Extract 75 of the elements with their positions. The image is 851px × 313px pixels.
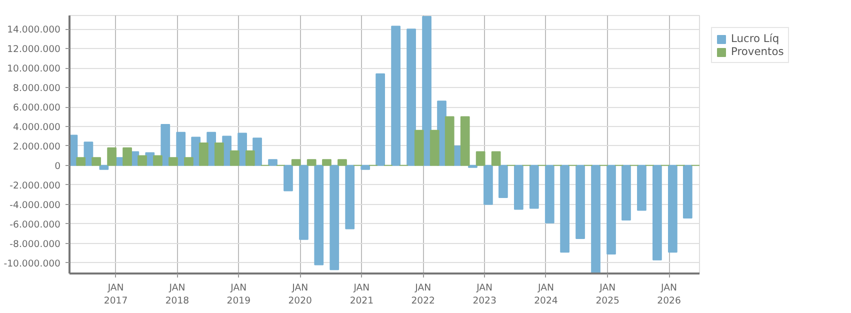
bar — [268, 159, 278, 166]
y-tick-label: 10.000.000 — [7, 64, 61, 75]
bar — [176, 132, 186, 166]
bar — [306, 159, 316, 166]
bar — [514, 164, 524, 210]
y-tick-label: -2.000.000 — [10, 180, 61, 192]
bar — [245, 150, 255, 166]
bar — [99, 164, 109, 170]
bar — [668, 164, 678, 253]
bar — [406, 28, 416, 166]
x-tick-label: JAN 2024 — [534, 282, 558, 307]
bar — [576, 164, 585, 239]
bar — [460, 116, 470, 166]
bar — [560, 164, 570, 253]
x-tick-label: JAN 2019 — [226, 282, 251, 307]
bar — [498, 164, 508, 198]
y-tick-label: -6.000.000 — [10, 219, 61, 230]
bar — [430, 130, 440, 166]
x-tick-label: JAN 2026 — [657, 282, 681, 307]
legend-label: Proventos — [731, 45, 784, 58]
bar — [360, 164, 370, 170]
x-tick-label: JAN 2025 — [596, 282, 620, 307]
x-tick-label: JAN 2023 — [472, 282, 496, 307]
bar — [391, 26, 400, 166]
y-tick-label: 4.000.000 — [13, 122, 61, 133]
bar — [330, 164, 340, 270]
bar — [230, 150, 240, 166]
bar — [184, 157, 194, 166]
bar — [122, 147, 132, 166]
bar — [376, 73, 385, 166]
y-tick-label: -8.000.000 — [10, 238, 61, 250]
bar — [529, 164, 539, 209]
bar — [606, 164, 616, 255]
bar — [622, 164, 631, 220]
bar — [591, 164, 600, 274]
bar — [199, 142, 208, 166]
bar — [168, 157, 178, 166]
bar — [299, 164, 308, 240]
legend-label: Lucro Líq — [731, 32, 780, 45]
y-tick-label: 14.000.000 — [7, 24, 61, 36]
bar — [637, 164, 646, 211]
x-tick-label: JAN 2017 — [104, 282, 128, 307]
x-tick-label: JAN 2020 — [288, 282, 312, 307]
bar — [544, 164, 554, 224]
bar — [160, 124, 170, 166]
bar — [214, 142, 224, 166]
bar — [284, 164, 293, 192]
y-tick-label: -4.000.000 — [10, 200, 61, 211]
bar — [107, 147, 116, 166]
bar — [153, 155, 162, 166]
bar — [414, 130, 424, 166]
y-tick-label: 2.000.000 — [13, 141, 61, 152]
bar — [92, 157, 101, 166]
bar — [476, 151, 486, 166]
bar — [76, 157, 86, 166]
y-tick-label: 0 — [54, 160, 61, 172]
x-tick-label: JAN 2021 — [350, 282, 374, 307]
bar — [682, 164, 692, 219]
bar — [652, 164, 662, 260]
bar — [345, 164, 355, 230]
bar — [138, 155, 147, 166]
bar — [291, 159, 301, 166]
y-tick-label: 6.000.000 — [13, 102, 61, 114]
bar — [314, 164, 324, 266]
bar — [491, 151, 501, 166]
y-tick-label: 8.000.000 — [13, 83, 61, 94]
x-tick-label: JAN 2022 — [411, 282, 436, 307]
bar — [422, 16, 432, 166]
bar — [444, 116, 454, 166]
x-tick-label: JAN 2018 — [165, 282, 190, 307]
y-tick-label: -10.000.000 — [4, 258, 61, 270]
bar — [484, 164, 493, 205]
bar — [338, 159, 347, 166]
bar — [322, 159, 332, 166]
y-tick-label: 12.000.000 — [7, 44, 61, 56]
